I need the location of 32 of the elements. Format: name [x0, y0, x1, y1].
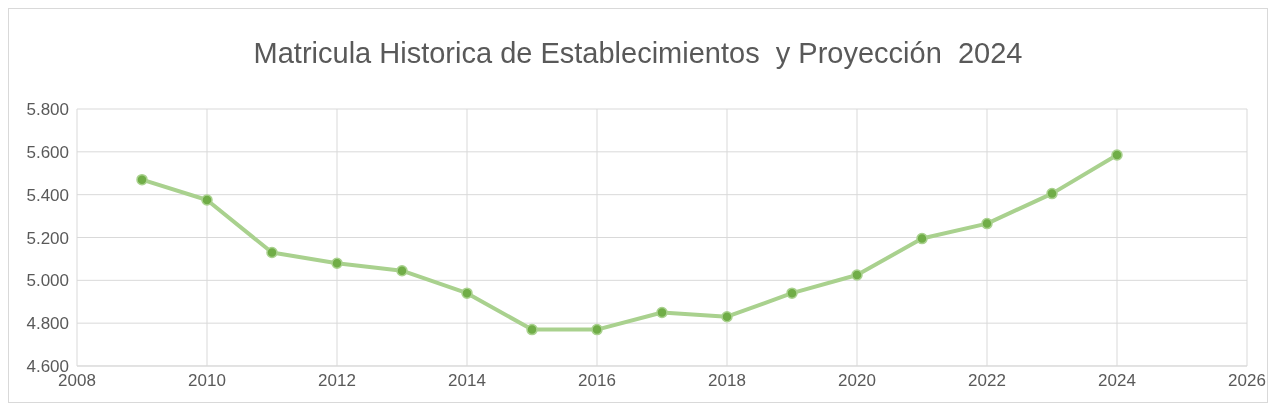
x-tick-label: 2018 — [708, 371, 746, 391]
point — [331, 257, 343, 269]
y-tick-label: 5.400 — [26, 185, 69, 205]
point — [136, 173, 148, 186]
point — [981, 217, 993, 230]
x-tick-label: 2010 — [188, 371, 226, 391]
x-tick-label: 2026 — [1228, 371, 1266, 391]
y-tick-label: 5.000 — [26, 271, 69, 291]
y-tick-label: 4.800 — [26, 314, 69, 334]
y-tick-label: 5.200 — [26, 228, 69, 248]
point — [396, 264, 408, 277]
x-tick-label: 2022 — [968, 371, 1006, 391]
y-tick-label: 5.800 — [26, 100, 69, 120]
x-tick-label: 2016 — [578, 371, 616, 391]
y-tick-label: 5.600 — [26, 142, 69, 162]
x-tick-label: 2020 — [838, 371, 876, 391]
point — [786, 287, 798, 299]
point — [851, 269, 863, 281]
point — [461, 287, 473, 299]
point — [1046, 187, 1058, 200]
x-tick-label: 2024 — [1098, 371, 1136, 391]
x-tick-label: 2014 — [448, 371, 486, 391]
point — [591, 323, 603, 336]
point — [916, 232, 928, 245]
point — [201, 194, 213, 206]
point — [1111, 149, 1123, 161]
chart-title: Matricula Historica de Establecimientos y Proyección 2024 — [252, 37, 1024, 70]
x-tick-label: 2012 — [318, 371, 356, 391]
point — [721, 310, 733, 323]
point — [526, 323, 538, 336]
point — [266, 246, 278, 259]
point — [656, 306, 668, 319]
